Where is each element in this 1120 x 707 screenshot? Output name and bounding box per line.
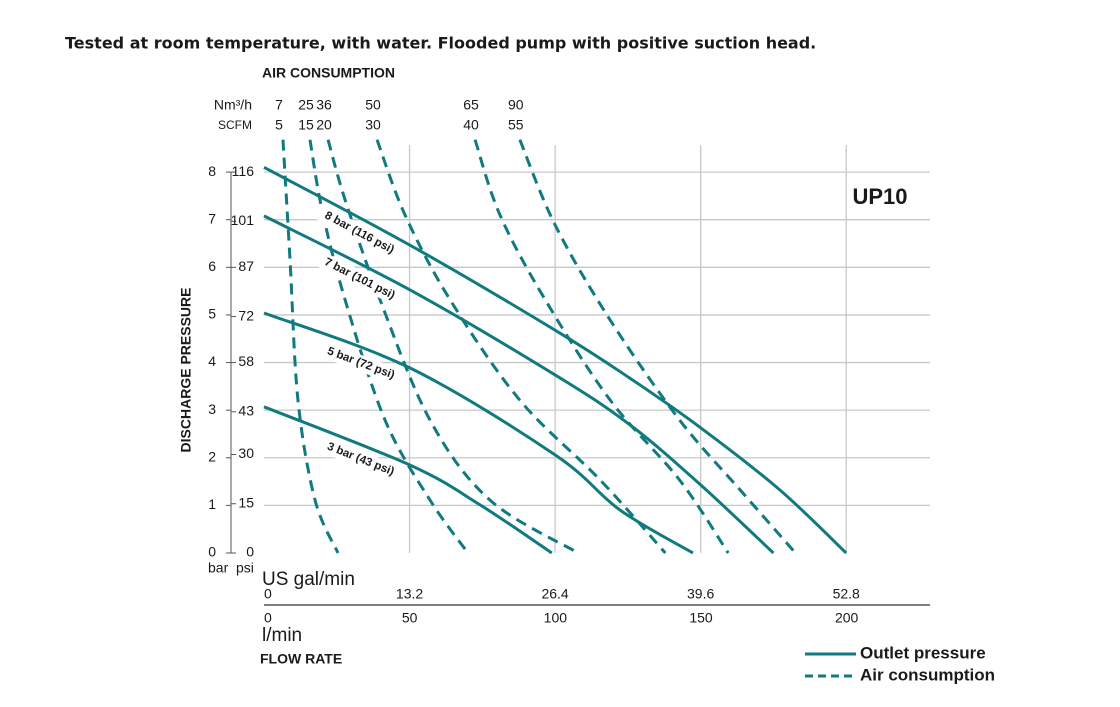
x2-tick-label: 150	[689, 610, 713, 626]
label-background	[314, 204, 404, 262]
air-nm3h-label: 7	[275, 97, 283, 113]
x-axis-title: FLOW RATE	[260, 651, 342, 667]
y2-tick-label: 87	[238, 258, 254, 274]
air-curve	[473, 139, 730, 554]
y-axis-title: DISCHARGE PRESSURE	[178, 288, 194, 453]
air-curve	[326, 139, 580, 555]
x2-tick-label: 0	[264, 610, 272, 626]
x-tick-label: 0	[264, 586, 272, 602]
air-scfm-label: 40	[463, 117, 479, 133]
air-nm3h-label: 36	[316, 97, 332, 113]
x-tick-label: 52.8	[833, 586, 860, 602]
pressure-curve	[263, 214, 775, 555]
y2-tick-label: 116	[232, 163, 255, 179]
air-nm3h-label: 50	[365, 97, 381, 113]
air-nm3h-label: 90	[508, 97, 524, 113]
y-tick-label: 2	[208, 448, 216, 464]
legend-label: Outlet pressure	[860, 643, 986, 662]
air-scfm-label: 30	[365, 117, 381, 133]
air-axis-title: AIR CONSUMPTION	[262, 65, 395, 81]
y-unit: psi	[236, 560, 254, 576]
y2-tick-label: 30	[238, 445, 254, 461]
pressure-curve	[263, 166, 848, 555]
air-nm3h-label: 25	[298, 97, 314, 113]
curve-label-group: 3 bar (43 psi)	[314, 434, 407, 484]
air-scfm-label: 55	[508, 117, 524, 133]
air-curve	[281, 139, 340, 554]
y-tick-label: 3	[208, 401, 216, 417]
air-scfm-label: 5	[275, 117, 283, 133]
air-scfm-label: 20	[316, 117, 332, 133]
y-tick-label: 6	[208, 258, 216, 274]
x-unit: US gal/min	[262, 569, 355, 590]
air-scfm-label: 15	[298, 117, 314, 133]
label-background	[314, 339, 407, 388]
x2-tick-label: 50	[402, 610, 418, 626]
x-tick-label: 39.6	[687, 586, 714, 602]
air-unit: Nm³/h	[214, 97, 252, 113]
y-tick-label: 5	[208, 306, 216, 322]
air-curve	[375, 139, 667, 554]
y2-tick-label: 43	[238, 403, 254, 419]
air-nm3h-label: 65	[463, 97, 479, 113]
label-background	[314, 250, 405, 307]
x-tick-label: 13.2	[396, 586, 423, 602]
y-tick-label: 7	[208, 210, 216, 226]
y2-tick-label: 72	[238, 307, 254, 323]
chart-title: Tested at room temperature, with water. …	[65, 34, 816, 53]
y-tick-label: 1	[208, 496, 216, 512]
x2-tick-label: 100	[544, 610, 568, 626]
model-label: UP10	[852, 184, 907, 209]
legend-label: Air consumption	[860, 665, 995, 684]
air-curve	[308, 139, 470, 554]
y-unit: bar	[208, 560, 229, 576]
y2-tick-label: 58	[238, 353, 254, 369]
pressure-curve	[263, 405, 553, 555]
y2-tick-label: 0	[246, 544, 254, 560]
y2-tick-label: 101	[231, 212, 255, 228]
y2-tick-label: 15	[238, 494, 254, 510]
x2-tick-label: 200	[835, 610, 859, 626]
curve-label: 3 bar (43 psi)	[325, 441, 395, 479]
y-tick-label: 4	[208, 353, 216, 369]
pressure-curve	[263, 311, 694, 555]
x2-unit: l/min	[262, 625, 302, 646]
y-tick-label: 0	[208, 544, 216, 560]
y-tick-label: 8	[208, 163, 216, 179]
air-unit: SCFM	[218, 118, 252, 132]
label-background	[314, 434, 407, 484]
x-tick-label: 26.4	[541, 586, 568, 602]
air-curve	[518, 139, 797, 554]
